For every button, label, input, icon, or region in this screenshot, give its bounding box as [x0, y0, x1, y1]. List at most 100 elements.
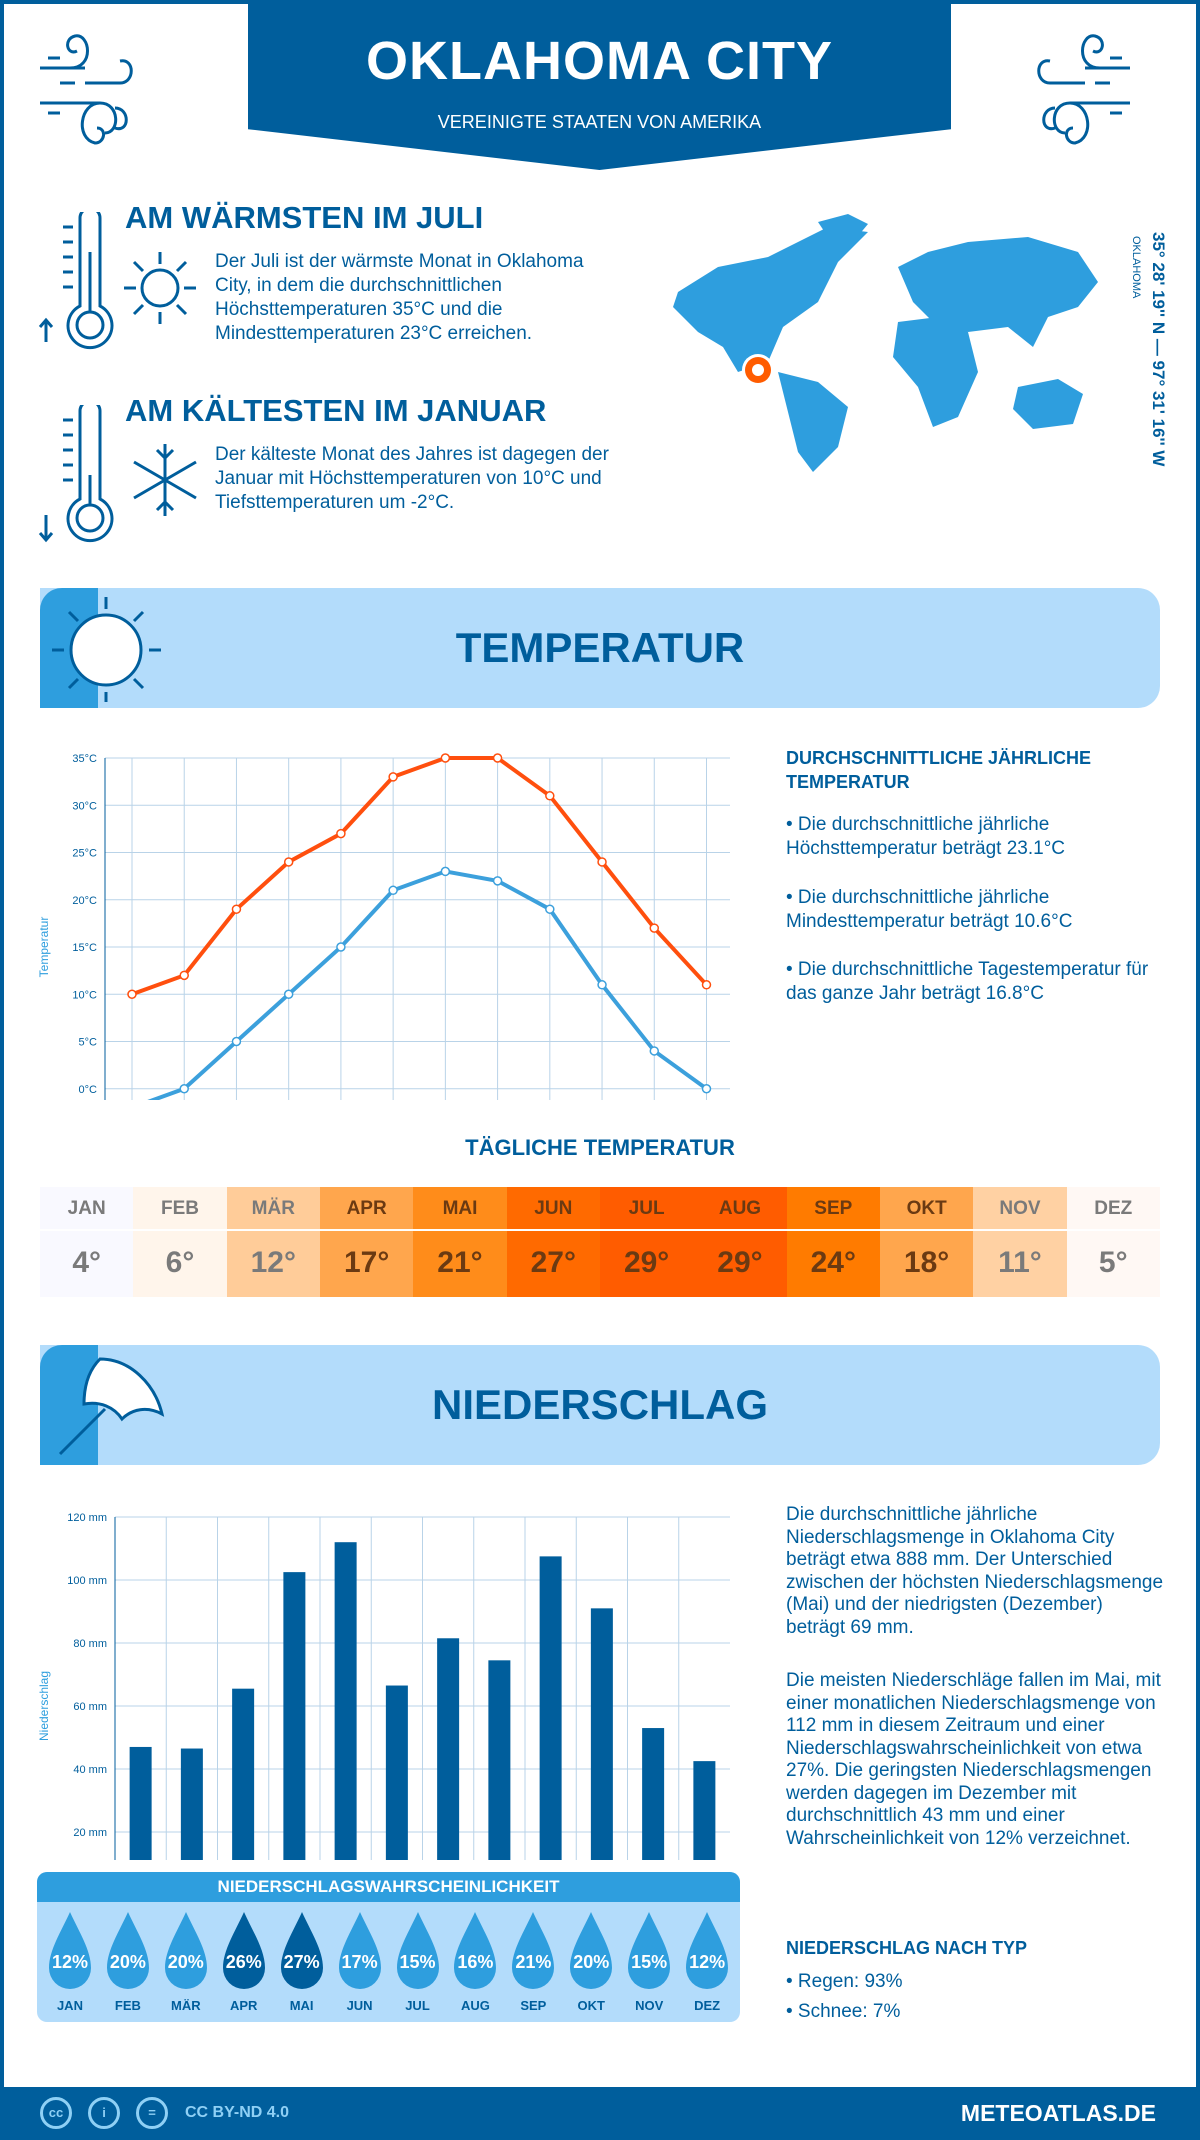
warmest-text: Der Juli ist der wärmste Monat in Oklaho…	[215, 251, 584, 344]
raindrop-icon	[570, 1912, 613, 1989]
probability-drop: 15% JUL	[389, 1902, 447, 2022]
data-point	[701, 1084, 712, 1094]
raindrop-icon	[338, 1912, 381, 1989]
y-tick-label: 10°C	[72, 989, 97, 1001]
probability-value: 20%	[109, 1952, 146, 1972]
probability-month: MÄR	[171, 1998, 201, 2013]
y-axis-label: Temperatur	[37, 917, 51, 978]
thermometer-warm-icon	[38, 212, 114, 350]
raindrop-icon	[454, 1912, 497, 1989]
probability-drop: 12% JAN	[41, 1902, 99, 2022]
probability-drop: 15% NOV	[620, 1902, 678, 2022]
site-link[interactable]: METEOATLAS.DE	[960, 2100, 1156, 2126]
probability-month: AUG	[460, 1998, 490, 2013]
daily-temp-jun: JUN 27°	[506, 1187, 600, 1297]
y-axis-label: Niederschlag	[37, 1671, 51, 1741]
wind-icon	[40, 34, 133, 145]
wind-icon	[1037, 34, 1130, 145]
cc-icon[interactable]: cc	[40, 2097, 72, 2129]
series-line	[131, 756, 708, 997]
daily-temp-mär: MÄR 12°	[226, 1187, 320, 1297]
temperature-banner: TEMPERATUR	[40, 588, 1160, 708]
bar	[539, 1556, 562, 1860]
y-tick-label: 100 mm	[67, 1575, 107, 1587]
data-point	[440, 753, 451, 763]
data-point	[231, 1036, 242, 1047]
y-tick-label: 60 mm	[73, 1701, 107, 1713]
probability-drop: 12% DEZ	[678, 1902, 736, 2022]
raindrop-icon	[164, 1912, 207, 1989]
probability-month: MAI	[289, 1998, 314, 2013]
probability-value: 12%	[689, 1952, 726, 1972]
daily-month: JUL	[599, 1187, 694, 1231]
precip-type-rain: • Regen: 93%	[786, 1971, 903, 1992]
data-point	[440, 866, 451, 877]
y-tick-label: 15°C	[72, 942, 97, 954]
probability-month: OKT	[577, 1998, 605, 2013]
probability-drop: 27% MAI	[273, 1902, 331, 2022]
daily-month: NOV	[973, 1187, 1067, 1231]
probability-value: 27%	[283, 1952, 320, 1972]
warmest-title: AM WÄRMSTEN IM JULI	[125, 200, 484, 235]
probability-title: NIEDERSCHLAGSWAHRSCHEINLICHKEIT	[37, 1872, 740, 1902]
bar	[385, 1685, 408, 1860]
annual-temp-avg: • Die durchschnittliche Tagestemperatur …	[786, 959, 1149, 1004]
probability-month: NOV	[635, 1998, 664, 2013]
daily-temp-title: TÄGLICHE TEMPERATUR	[465, 1135, 735, 1160]
probability-month: JAN	[56, 1998, 83, 2013]
daily-value: 12°	[250, 1246, 296, 1279]
data-point	[336, 828, 346, 839]
daily-month: SEP	[786, 1187, 880, 1231]
daily-month: FEB	[133, 1187, 227, 1231]
data-point	[179, 1084, 189, 1094]
sun-icon	[124, 252, 196, 324]
probability-drop: 21% SEP	[504, 1902, 562, 2022]
daily-month: DEZ	[1066, 1187, 1160, 1231]
daily-value: 21°	[437, 1246, 483, 1279]
raindrop-icon	[222, 1912, 265, 1989]
coordinates: 35° 28' 19'' N — 97° 31' 16'' W	[1149, 232, 1168, 467]
snowflake-icon	[133, 444, 197, 516]
y-tick-label: 20°C	[72, 895, 97, 907]
data-point	[231, 904, 242, 914]
y-tick-label: 120 mm	[67, 1512, 107, 1524]
data-point	[388, 772, 398, 782]
attribution-icon[interactable]: i	[88, 2097, 120, 2129]
data-point	[597, 857, 607, 867]
bar	[642, 1728, 665, 1860]
y-tick-label: 0°C	[79, 1084, 98, 1096]
coldest-title: AM KÄLTESTEN IM JANUAR	[125, 393, 547, 428]
y-tick-label: 40 mm	[73, 1764, 107, 1776]
data-point	[179, 970, 189, 981]
no-derivatives-icon[interactable]: =	[136, 2097, 168, 2129]
daily-value: 18°	[903, 1246, 950, 1279]
y-tick-label: 35°C	[72, 753, 97, 765]
daily-temp-apr: APR 17°	[319, 1187, 414, 1297]
probability-month: DEZ	[694, 1998, 721, 2013]
daily-temp-okt: OKT 18°	[879, 1187, 974, 1297]
daily-temp-nov: NOV 11°	[973, 1187, 1067, 1297]
daily-value: 24°	[810, 1246, 856, 1279]
precip-type-title: NIEDERSCHLAG NACH TYP	[786, 1938, 1028, 1958]
daily-value: 11°	[998, 1246, 1042, 1279]
daily-temp-jan: JAN 4°	[40, 1187, 134, 1297]
header-banner	[248, 0, 951, 170]
daily-temp-mai: MAI 21°	[413, 1187, 507, 1297]
bar	[283, 1572, 306, 1860]
raindrop-icon	[106, 1912, 149, 1989]
raindrop-icon	[512, 1912, 555, 1989]
data-point	[388, 885, 398, 896]
probability-drop: 20% FEB	[99, 1902, 157, 2022]
y-tick-label: 25°C	[72, 848, 97, 860]
daily-temp-feb: FEB 6°	[133, 1187, 227, 1297]
daily-value: 17°	[343, 1246, 390, 1279]
temperature-title: TEMPERATUR	[455, 624, 745, 671]
y-tick-label: 20 mm	[73, 1827, 107, 1839]
probability-value: 17%	[341, 1952, 378, 1972]
probability-value: 20%	[573, 1952, 610, 1972]
coldest-text: Der kälteste Monat des Jahres ist dagege…	[215, 444, 609, 513]
license-label[interactable]: CC BY-ND 4.0	[185, 2104, 290, 2121]
probability-value: 12%	[51, 1952, 88, 1972]
y-tick-label: 30°C	[72, 800, 97, 812]
